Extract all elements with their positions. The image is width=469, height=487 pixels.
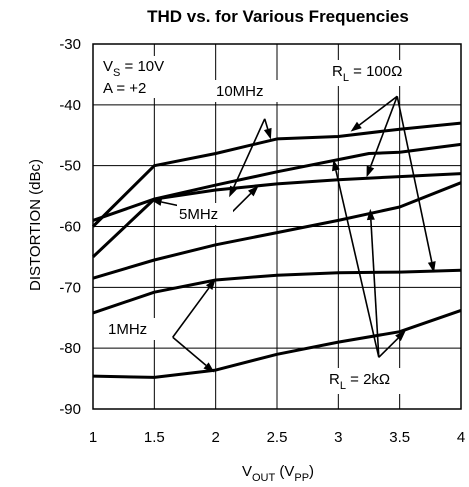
- label-rl-100: RL = 100Ω: [332, 63, 402, 84]
- label-rl-2k: RL = 2kΩ: [329, 371, 390, 392]
- x-tick-labels: 1 1.5 2 2.5 3 3.5 4: [89, 429, 465, 446]
- y-tick-label: -40: [59, 97, 81, 114]
- arrows-group: [150, 95, 436, 373]
- conditions-box: [98, 56, 200, 98]
- label-10mhz-bg: [214, 80, 280, 102]
- label-5mhz-bg: [177, 203, 233, 225]
- arrow-head: [395, 330, 406, 342]
- series-line: [92, 181, 462, 280]
- label-1mhz-bg: [106, 318, 164, 340]
- series-line: [91, 121, 462, 228]
- arrow-line: [172, 336, 207, 367]
- arrow-head: [150, 198, 163, 206]
- arrow-head: [331, 159, 340, 172]
- arrow-line: [369, 96, 398, 168]
- arrow-line: [172, 287, 210, 338]
- x-tick-label: 4: [457, 429, 465, 446]
- y-tick-label: -70: [59, 279, 81, 296]
- arrow-line: [358, 95, 398, 126]
- arrow-head: [427, 261, 436, 273]
- y-tick-labels: -30 -40 -50 -60 -70 -80 -90: [59, 36, 81, 418]
- arrow-head: [247, 185, 259, 197]
- label-10mhz: 10MHz: [216, 83, 264, 100]
- arrow-head: [205, 278, 216, 291]
- arrow-head: [229, 185, 238, 198]
- y-tick-label: -60: [59, 219, 81, 236]
- series-group: [91, 121, 462, 379]
- arrow-head: [366, 165, 375, 178]
- series-line: [92, 268, 462, 315]
- x-tick-label: 1: [89, 429, 97, 446]
- x-tick-label: 3.5: [389, 429, 410, 446]
- gain-label: A = +2: [103, 80, 146, 97]
- label-5mhz: 5MHz: [179, 206, 218, 223]
- arrow-line: [396, 96, 433, 263]
- x-tick-label: 2: [211, 429, 219, 446]
- supply-voltage-label: VS = 10V: [103, 58, 164, 79]
- arrow-head: [203, 362, 215, 373]
- label-1mhz: 1MHz: [108, 321, 147, 338]
- plot-frame: [92, 43, 462, 410]
- arrow-head: [263, 127, 272, 140]
- arrow-head: [366, 208, 375, 221]
- arrow-line: [263, 118, 269, 130]
- arrow-head: [350, 121, 362, 132]
- x-tick-label: 2.5: [267, 429, 288, 446]
- series-line: [92, 172, 462, 222]
- x-axis-label: VOUT (VPP): [242, 463, 314, 484]
- y-tick-label: -30: [59, 36, 81, 53]
- y-axis-label: DISTORTION (dBc): [27, 159, 44, 291]
- y-tick-label: -80: [59, 340, 81, 357]
- y-tick-label: -50: [59, 158, 81, 175]
- chart-title: THD vs. for Various Frequencies: [147, 7, 409, 26]
- label-rl2k-bg: [327, 368, 431, 394]
- series-line: [92, 308, 462, 379]
- arrow-line: [335, 170, 380, 358]
- label-rl100-bg: [330, 60, 440, 86]
- x-tick-label: 3: [334, 429, 342, 446]
- y-tick-label: -90: [59, 401, 81, 418]
- arrow-line: [370, 219, 380, 358]
- arrow-line: [378, 337, 399, 358]
- x-tick-label: 1.5: [144, 429, 165, 446]
- arrow-line: [232, 118, 266, 188]
